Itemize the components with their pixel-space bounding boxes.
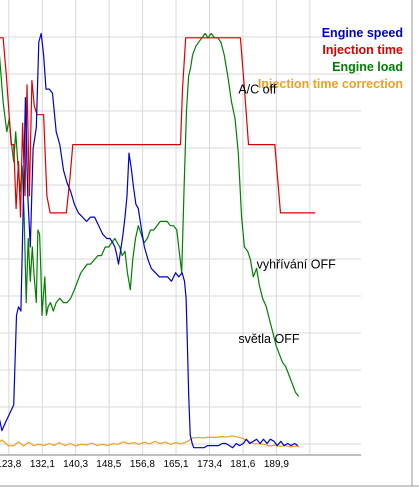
legend-entry: Engine load (332, 60, 403, 74)
annotation-label: vyhřívání OFF (257, 257, 337, 271)
x-tick-label: 173,4 (197, 459, 222, 470)
x-tick-label: 123,8 (0, 459, 22, 470)
series-line-engine-speed (0, 32, 299, 449)
x-tick-label: 181,6 (230, 459, 255, 470)
x-tick-label: 148,5 (96, 459, 121, 470)
x-tick-label: 156,8 (130, 459, 155, 470)
x-tick-labels: 123,8 132,1 140,3 148,5 156,8 165,1 173,4 181,6… (0, 459, 289, 470)
annotations: A/C off vyhřívání OFF světla OFF (238, 82, 336, 346)
annotation-label: A/C off (238, 82, 277, 96)
series-line-injection-time (0, 37, 316, 218)
legend-entry: Injection time correction (258, 77, 403, 91)
x-tick-label: 132,1 (30, 459, 55, 470)
legend-entry: Engine speed (322, 26, 403, 40)
series-lines (0, 32, 316, 449)
x-tick-label: 189,9 (264, 459, 289, 470)
annotation-label: světla OFF (238, 332, 299, 346)
x-tick-label: 140,3 (63, 459, 88, 470)
legend: Engine speed Injection time Engine load Inj… (258, 26, 403, 91)
series-line-engine-load (0, 32, 300, 397)
series-line-injection-time-correction (0, 435, 300, 448)
legend-entry: Injection time (322, 43, 403, 57)
x-tick-label: 165,1 (163, 459, 188, 470)
